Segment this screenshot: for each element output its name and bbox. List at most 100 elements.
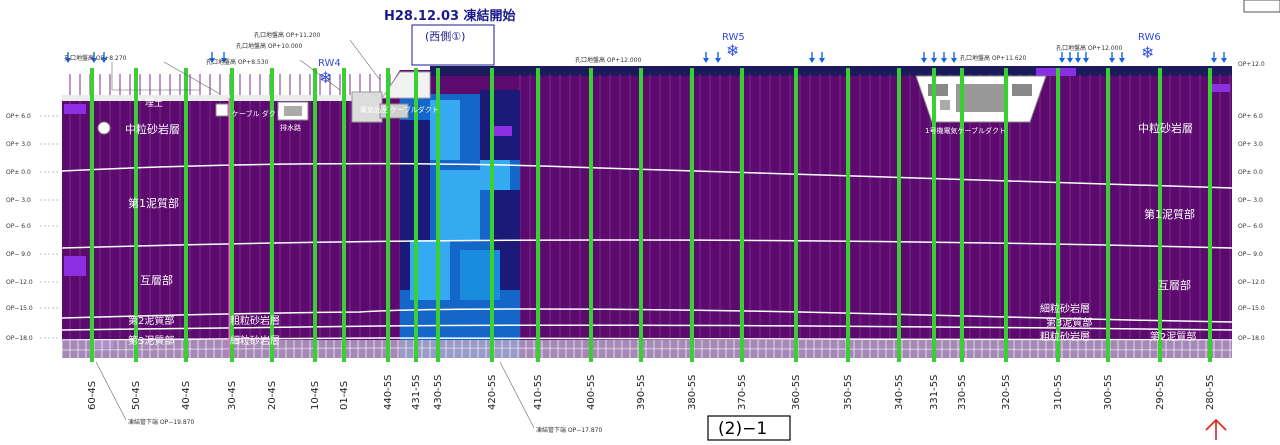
rw6-icon: ❄ — [1141, 43, 1154, 62]
elevation-label-left: OP−12.0 — [6, 279, 33, 286]
layer-mud2-left: 第2泥質部 — [128, 314, 174, 327]
hole-2-label: 孔口地盤高 OP+8.530 — [206, 58, 269, 66]
elevation-label-right: OP+ 6.0 — [1238, 113, 1263, 120]
small-box — [215, 103, 229, 117]
layer-coarse-left: 粗粒砂岩層 — [230, 314, 280, 327]
bottom-left-label: 凍結管下端 OP−19.870 — [128, 418, 194, 426]
hole-left-label: 孔口地盤高 OP+8.270 — [64, 54, 127, 62]
pipe-labels: 60-4S 50-4S 40-4S 30-4S 20-4S 10-4S 01-4S 440-5… — [87, 375, 1216, 410]
pipe-label: 340-5S — [894, 375, 905, 410]
structure-labels: ケーブル ダクト 電気品室 ケーブルダクト 1号機電気ケーブルダクト 排水路 埋… — [145, 97, 1006, 135]
elevation-label-right: OP−15.0 — [1238, 305, 1265, 312]
elevation-label-left: OP+ 6.0 — [6, 113, 31, 120]
down-arrow-head-icon — [703, 57, 709, 63]
section-label: (2)−1 — [718, 419, 767, 439]
pipe-label: 380-5S — [687, 375, 698, 410]
elevation-label-left: OP− 9.0 — [6, 251, 31, 258]
layer-mid-sand-left: 中粒砂岩層 — [125, 122, 180, 136]
down-arrow-head-icon — [951, 57, 957, 63]
down-arrow-head-icon — [1059, 57, 1065, 63]
drain-label: 排水路 — [280, 123, 301, 132]
elevation-label-right: OP− 3.0 — [1238, 197, 1263, 204]
circle-marker — [97, 121, 111, 135]
hole-r1-label: 孔口地盤高 OP+11.620 — [960, 54, 1026, 62]
down-arrow-head-icon — [1109, 57, 1115, 63]
elevation-label-left: OP− 3.0 — [6, 197, 31, 204]
elevation-label-left: OP−18.0 — [6, 335, 33, 342]
down-arrow-head-icon — [1221, 57, 1227, 63]
down-arrow-head-icon — [941, 57, 947, 63]
top-strip — [430, 66, 1232, 76]
down-arrow-head-icon — [1083, 57, 1089, 63]
pipe-label: 01-4S — [339, 381, 350, 410]
hole-mid-label: 孔口地盤高 OP+12.000 — [575, 56, 641, 64]
pipe-label: 30-4S — [227, 381, 238, 410]
pipe-label: 20-4S — [267, 381, 278, 410]
down-arrow-head-icon — [91, 57, 97, 63]
pipe-label: 400-5S — [586, 375, 597, 410]
cable-mid-label: 電気品室 ケーブルダクト — [360, 105, 439, 114]
down-arrow-head-icon — [819, 57, 825, 63]
down-arrow-head-icon — [715, 57, 721, 63]
layer-fine-right: 細粒砂岩層 — [1040, 302, 1090, 315]
pipe-label: 50-4S — [131, 381, 142, 410]
layer-labels: 中粒砂岩層 中粒砂岩層 第1泥質部 第1泥質部 互層部 互層部 第2泥質部 粗粒… — [125, 121, 1196, 347]
elevation-label-right: OP+12.0 — [1238, 61, 1265, 68]
surface-strip — [62, 95, 382, 101]
top-layer-label: 埋土 — [145, 97, 163, 109]
cable-right-label: 1号機電気ケーブルダクト — [925, 126, 1006, 135]
pipe-label: 280-5S — [1205, 375, 1216, 410]
leader-lines — [95, 39, 535, 429]
small-annotations: 孔口地盤高 OP+8.270 孔口地盤高 OP+8.530 孔口地盤高 OP+1… — [64, 31, 1122, 434]
elevation-axis-left: OP+ 6.0 OP+ 3.0 OP± 0.0 OP− 3.0 OP− 6.0 OP− 9… — [6, 113, 60, 342]
elevation-axis-right: OP+12.0 OP+ 6.0 OP+ 3.0 OP± 0.0 OP− 3.0 OP− 6… — [1238, 61, 1265, 342]
header: H28.12.03 凍結開始 (西側①) — [384, 8, 516, 66]
rw6-label: RW6 — [1138, 32, 1161, 43]
pipe-label: 410-5S — [533, 375, 544, 410]
down-arrow-head-icon — [209, 57, 215, 63]
elevation-label-left: OP−15.0 — [6, 305, 33, 312]
rw-markers: RW4 ❄ RW5 ❄ RW6 ❄ — [318, 32, 1161, 87]
section-label-box — [707, 415, 791, 441]
pipe-label: 360-5S — [791, 375, 802, 410]
down-arrow-head-icon — [65, 57, 71, 63]
layer-mud2-right: 第2泥質部 — [1150, 330, 1196, 343]
title: H28.12.03 凍結開始 — [384, 8, 516, 24]
rw5-label: RW5 — [722, 32, 745, 43]
layer-mid-sand-right: 中粒砂岩層 — [1138, 121, 1193, 135]
elevation-label-left: OP+ 3.0 — [6, 141, 31, 148]
pipe-label: 60-4S — [87, 381, 98, 410]
hole-3-label: 孔口地盤高 OP+10.000 — [236, 42, 302, 50]
pipe-label: 440-5S — [383, 375, 394, 410]
down-arrow-head-icon — [1211, 57, 1217, 63]
inflow-arrows — [65, 52, 1227, 63]
pipe-label: 420-5S — [487, 375, 498, 410]
down-arrow-head-icon — [931, 57, 937, 63]
rw5-icon: ❄ — [726, 41, 739, 60]
elevation-label-right: OP−12.0 — [1238, 279, 1265, 286]
pipe-label: 40-4S — [181, 381, 192, 410]
down-arrow-head-icon — [809, 57, 815, 63]
layer-mud3-right: 第3泥質部 — [1046, 316, 1092, 329]
corner-box — [1243, 0, 1280, 13]
elevation-label-right: OP± 0.0 — [1238, 169, 1263, 176]
elevation-label-right: OP− 6.0 — [1238, 223, 1263, 230]
down-arrow-head-icon — [1067, 57, 1073, 63]
pipe-label: 290-5S — [1155, 375, 1166, 410]
frozen-block-5 — [480, 90, 520, 160]
cable-left-label: ケーブル ダクト — [232, 109, 283, 118]
rw4-icon: ❄ — [319, 68, 332, 87]
elevation-label-right: OP−18.0 — [1238, 335, 1265, 342]
elevation-label-left: OP± 0.0 — [6, 169, 31, 176]
hole-4-label: 孔口地盤高 OP+11.200 — [254, 31, 320, 39]
pipe-label: 370-5S — [737, 375, 748, 410]
layer-alt-left: 互層部 — [140, 273, 173, 287]
layer-mud3-left: 第3泥質部 — [128, 334, 174, 347]
down-arrow-head-icon — [1119, 57, 1125, 63]
pipe-label: 331-5S — [929, 375, 940, 410]
elevation-label-right: OP+ 3.0 — [1238, 141, 1263, 148]
layer-mud1-right: 第1泥質部 — [1144, 207, 1195, 221]
pipe-label: 320-5S — [1001, 375, 1012, 410]
subtitle: (西側①) — [425, 30, 465, 43]
